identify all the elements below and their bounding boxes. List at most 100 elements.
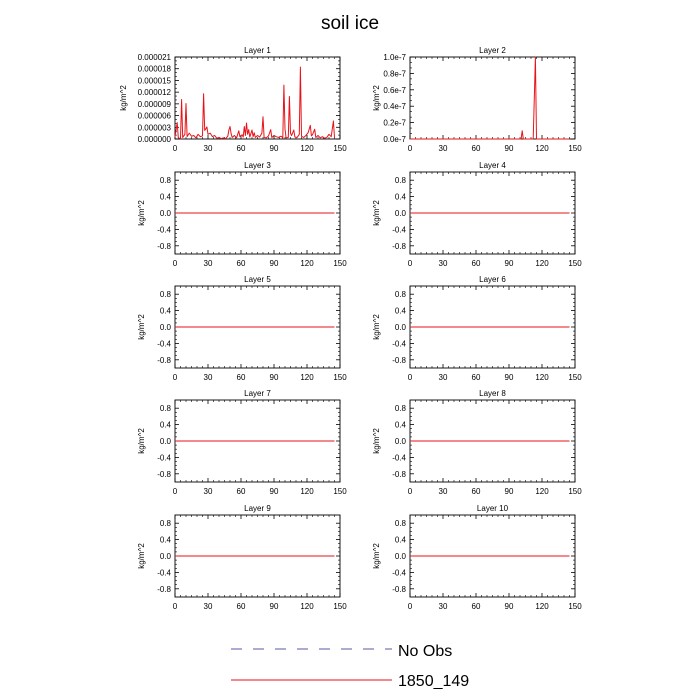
y-tick-label: -0.8 <box>392 242 406 251</box>
x-tick-label: 120 <box>535 602 549 611</box>
x-tick-label: 0 <box>173 602 178 611</box>
x-tick-label: 0 <box>408 144 413 153</box>
y-tick-label: 0.000012 <box>138 88 172 97</box>
x-tick-label: 30 <box>439 602 448 611</box>
y-tick-label: 0.8 <box>395 290 407 299</box>
y-axis-label: kg/m^2 <box>372 200 381 226</box>
panel-title: Layer 7 <box>244 389 271 398</box>
x-tick-label: 0 <box>173 487 178 496</box>
panel-layer-8: Layer 8 kg/m^2 0 30 60 90 120 150 -0.8 -0.4 0.0 0.4… <box>372 389 582 496</box>
y-axis-label: kg/m^2 <box>372 314 381 340</box>
x-tick-label: 0 <box>173 144 178 153</box>
x-tick-label: 90 <box>505 373 514 382</box>
y-tick-label: 0.000006 <box>138 112 172 121</box>
panels-container: Layer 1kg/m^20 30 60 90 120 1500.0000000.0000… <box>119 46 582 611</box>
x-tick-label: 0 <box>408 487 413 496</box>
figure-title: soil ice <box>321 13 379 34</box>
y-tick-label: 0.0 <box>160 437 172 446</box>
x-tick-label: 150 <box>333 487 347 496</box>
x-tick-label: 60 <box>237 602 246 611</box>
panel-layer-10: Layer 10 kg/m^2 0 30 60 90 120 150 -0.8 -0.4 0.0 0.… <box>372 504 582 611</box>
y-tick-label: 0.000003 <box>138 123 172 132</box>
panel-layer-3: Layer 3 kg/m^2 0 30 60 90 120 150 -0.8 -0.4 0.0 0.4… <box>137 161 347 268</box>
y-tick-label: 0.000000 <box>138 135 172 144</box>
x-tick-label: 30 <box>204 602 213 611</box>
x-tick-label: 120 <box>300 259 314 268</box>
y-tick-label: 0.000009 <box>138 100 172 109</box>
y-tick-label: 0.8 <box>395 176 407 185</box>
y-tick-label: 0.6e-7 <box>383 86 406 95</box>
y-tick-label: 0.0 <box>395 437 407 446</box>
x-tick-label: 90 <box>270 259 279 268</box>
x-tick-label: 60 <box>472 487 481 496</box>
y-tick-label: -0.8 <box>392 470 406 479</box>
y-axis-label: kg/m^2 <box>372 85 381 111</box>
panel-title: Layer 5 <box>244 275 271 284</box>
panel-layer-1: Layer 1 kg/m^2 0 30 60 90 120 150 0.000000 0.0000… <box>119 46 347 153</box>
y-tick-label: 0.4 <box>160 193 172 202</box>
y-tick-label: -0.8 <box>157 242 171 251</box>
x-tick-label: 60 <box>237 487 246 496</box>
panel-layer-5: Layer 5 kg/m^2 0 30 60 90 120 150 -0.8 -0.4 0.0 0.4… <box>137 275 347 382</box>
x-tick-label: 30 <box>439 373 448 382</box>
x-tick-label: 150 <box>568 602 582 611</box>
x-tick-label: 0 <box>408 259 413 268</box>
panel-layer-9: Layer 9 kg/m^2 0 30 60 90 120 150 -0.8 -0.4 0.0 0.4… <box>137 504 347 611</box>
y-tick-label: 0.8 <box>160 404 172 413</box>
y-tick-label: 0.8 <box>160 290 172 299</box>
y-tick-label: 0.000021 <box>138 53 172 62</box>
x-tick-label: 30 <box>439 259 448 268</box>
y-tick-label: 0.2e-7 <box>383 119 406 128</box>
series-line-1850-149 <box>174 66 335 140</box>
y-tick-label: 0.8 <box>160 176 172 185</box>
x-tick-label: 120 <box>300 373 314 382</box>
x-tick-label: 90 <box>270 373 279 382</box>
x-tick-label: 60 <box>237 259 246 268</box>
x-tick-label: 90 <box>270 487 279 496</box>
panel-title: Layer 3 <box>244 161 271 170</box>
x-tick-label: 60 <box>237 144 246 153</box>
panel-layer-4: Layer 4 kg/m^2 0 30 60 90 120 150 -0.8 -0.4 0.0 0.4… <box>372 161 582 268</box>
y-tick-label: -0.4 <box>392 225 406 234</box>
x-tick-label: 0 <box>408 373 413 382</box>
y-tick-label: -0.8 <box>157 356 171 365</box>
x-tick-label: 150 <box>568 144 582 153</box>
legend-label-1850-149: 1850_149 <box>398 673 469 690</box>
x-tick-label: 30 <box>204 259 213 268</box>
x-tick-label: 60 <box>472 259 481 268</box>
y-tick-label: 0.4 <box>395 421 407 430</box>
x-tick-label: 150 <box>568 259 582 268</box>
x-tick-label: 30 <box>204 487 213 496</box>
x-tick-label: 30 <box>439 144 448 153</box>
y-tick-label: 0.8 <box>395 404 407 413</box>
legend-label-no-obs: No Obs <box>398 643 452 660</box>
x-tick-label: 90 <box>505 487 514 496</box>
x-tick-label: 120 <box>300 144 314 153</box>
y-axis-label: kg/m^2 <box>372 543 381 569</box>
panel-layer-7: Layer 7 kg/m^2 0 30 60 90 120 150 -0.8 -0.4 0.0 0.4… <box>137 389 347 496</box>
y-tick-label: -0.4 <box>157 453 171 462</box>
y-tick-label: 0.0 <box>160 552 172 561</box>
y-tick-label: 0.4 <box>160 307 172 316</box>
y-tick-label: 0.8e-7 <box>383 69 406 78</box>
y-tick-label: 0.000018 <box>138 65 172 74</box>
y-tick-label: -0.8 <box>157 470 171 479</box>
y-axis-label: kg/m^2 <box>372 428 381 454</box>
y-tick-label: 1.0e-7 <box>383 53 406 62</box>
x-tick-label: 120 <box>535 144 549 153</box>
y-tick-label: 0.0e-7 <box>383 135 406 144</box>
y-tick-label: -0.4 <box>392 568 406 577</box>
x-tick-label: 60 <box>237 373 246 382</box>
y-tick-label: 0.8 <box>160 519 172 528</box>
panel-title: Layer 9 <box>244 504 271 513</box>
x-tick-label: 150 <box>568 487 582 496</box>
panel-title: Layer 10 <box>477 504 509 513</box>
panel-layer-2: Layer 2 kg/m^2 0 30 60 90 120 150 0.0e-7 0.2e-7 0.… <box>372 46 582 153</box>
y-tick-label: 0.0 <box>160 209 172 218</box>
y-tick-label: 0.0 <box>395 323 407 332</box>
x-tick-label: 150 <box>333 602 347 611</box>
x-tick-label: 90 <box>270 602 279 611</box>
x-tick-label: 60 <box>472 602 481 611</box>
y-tick-label: 0.4e-7 <box>383 102 406 111</box>
y-tick-label: -0.8 <box>392 356 406 365</box>
